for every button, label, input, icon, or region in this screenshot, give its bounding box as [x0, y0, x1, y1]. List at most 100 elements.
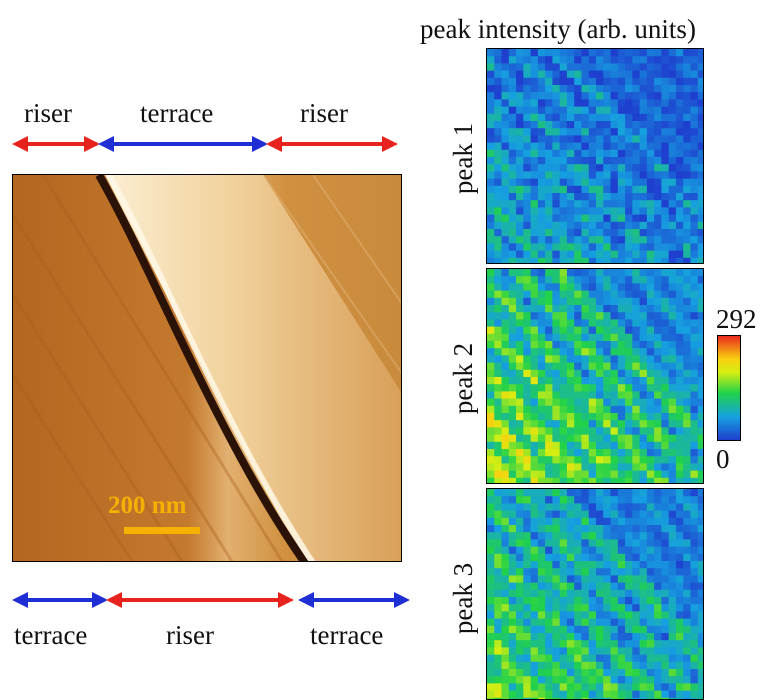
map-pixel [581, 149, 590, 158]
map-pixel [552, 510, 561, 519]
map-pixel [516, 525, 524, 533]
map-pixel [508, 405, 517, 414]
map-pixel [566, 597, 575, 605]
map-pixel [588, 449, 597, 457]
map-pixel [530, 113, 539, 122]
map-pixel [654, 391, 662, 399]
map-pixel [487, 185, 495, 194]
map-pixel [646, 449, 655, 457]
map-pixel [625, 171, 633, 179]
map-pixel [523, 441, 531, 450]
map-pixel [494, 420, 502, 428]
map-pixel [697, 106, 703, 115]
map-pixel [661, 142, 670, 151]
map-pixel [668, 369, 677, 378]
map-pixel [494, 683, 502, 691]
map-pixel [654, 92, 662, 100]
map-pixel [501, 618, 510, 627]
map-pixel [639, 297, 648, 306]
map-pixel [537, 305, 546, 313]
map-pixel [559, 92, 568, 100]
map-pixel [596, 503, 604, 511]
map-pixel [596, 546, 604, 555]
map-pixel [574, 63, 582, 71]
peak-3-map [486, 488, 704, 700]
map-pixel [508, 185, 517, 194]
map-pixel [617, 63, 626, 71]
map-pixel [617, 85, 626, 93]
map-pixel [690, 568, 699, 576]
map-pixel [537, 413, 546, 421]
map-pixel [675, 121, 684, 129]
map-pixel [596, 532, 604, 540]
map-pixel [516, 604, 524, 612]
map-pixel [639, 604, 648, 612]
map-pixel [596, 496, 604, 504]
map-pixel [487, 463, 495, 471]
map-pixel [487, 470, 495, 479]
map-pixel [487, 669, 495, 677]
map-pixel [596, 135, 604, 143]
map-pixel [508, 441, 517, 450]
map-pixel [668, 456, 677, 464]
map-pixel [545, 297, 553, 306]
map-pixel [675, 398, 684, 407]
map-pixel [661, 697, 670, 699]
map-pixel [596, 236, 604, 244]
map-pixel [675, 214, 684, 223]
map-pixel [552, 221, 561, 230]
map-pixel [697, 456, 703, 464]
map-pixel [501, 377, 510, 385]
map-pixel [494, 193, 502, 201]
map-pixel [501, 633, 510, 641]
map-pixel [668, 510, 677, 519]
map-pixel [661, 319, 670, 327]
map-pixel [675, 661, 684, 670]
map-pixel [581, 510, 590, 519]
map-pixel [574, 297, 582, 306]
map-pixel [639, 229, 648, 237]
map-pixel [516, 683, 524, 691]
map-pixel [683, 149, 691, 158]
map-pixel [625, 449, 633, 457]
map-pixel [501, 449, 510, 457]
map-pixel [545, 456, 553, 464]
map-pixel [596, 312, 604, 320]
map-pixel [487, 49, 495, 57]
map-pixel [516, 690, 524, 699]
map-pixel [566, 604, 575, 612]
map-pixel [559, 257, 568, 263]
map-pixel [523, 369, 531, 378]
map-pixel [494, 297, 502, 306]
map-pixel [668, 546, 677, 555]
map-pixel [523, 377, 531, 385]
map-pixel [632, 604, 640, 612]
map-pixel [545, 128, 553, 136]
map-pixel [581, 290, 590, 299]
map-pixel [574, 575, 582, 583]
map-pixel [559, 113, 568, 122]
map-pixel [494, 489, 502, 497]
map-pixel [501, 568, 510, 576]
map-pixel [530, 326, 539, 335]
map-pixel [501, 427, 510, 435]
map-pixel [654, 517, 662, 526]
map-pixel [487, 200, 495, 208]
map-pixel [690, 546, 699, 555]
map-pixel [523, 391, 531, 399]
map-pixel [610, 236, 619, 244]
map-pixel [661, 229, 670, 237]
map-pixel [683, 604, 691, 612]
map-pixel [494, 647, 502, 655]
map-pixel [646, 568, 655, 576]
map-pixel [545, 149, 553, 158]
map-pixel [690, 597, 699, 605]
map-pixel [581, 113, 590, 122]
map-pixel [523, 420, 531, 428]
bottom-arrows [12, 592, 410, 608]
map-pixel [596, 517, 604, 526]
map-pixel [646, 178, 655, 187]
map-pixel [494, 604, 502, 612]
map-pixel [537, 297, 546, 306]
map-pixel [559, 654, 568, 663]
